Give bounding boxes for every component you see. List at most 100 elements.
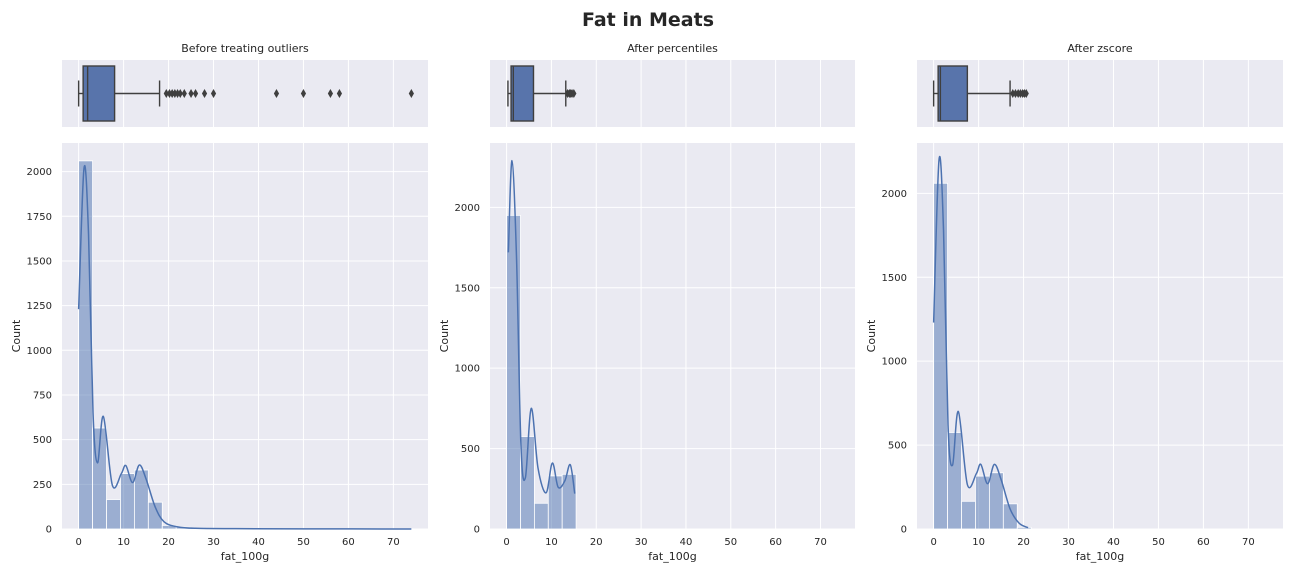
y-tick-label: 500 bbox=[888, 441, 907, 452]
boxplot-box bbox=[937, 65, 969, 122]
x-tick-label: 10 bbox=[545, 537, 558, 548]
x-tick-label: 10 bbox=[972, 537, 985, 548]
panel-title: Before treating outliers bbox=[181, 42, 309, 55]
y-axis-label: Count bbox=[865, 319, 878, 352]
boxplot-outlier bbox=[192, 89, 199, 98]
x-tick-label: 30 bbox=[207, 537, 220, 548]
histogram-bar bbox=[988, 472, 1004, 530]
boxplot-outlier bbox=[571, 89, 577, 98]
histogram-bar bbox=[133, 469, 149, 530]
x-tick-label: 60 bbox=[342, 537, 355, 548]
y-tick-label: 2000 bbox=[455, 203, 480, 214]
x-tick-label: 30 bbox=[1062, 537, 1075, 548]
x-tick-label: 40 bbox=[252, 537, 265, 548]
histogram-background bbox=[62, 143, 428, 529]
histogram-bar bbox=[520, 436, 535, 530]
x-tick-label: 50 bbox=[1152, 537, 1165, 548]
y-tick-label: 1500 bbox=[27, 256, 52, 267]
x-tick-label: 40 bbox=[1107, 537, 1120, 548]
y-tick-label: 2000 bbox=[882, 189, 907, 200]
boxplot-outlier bbox=[177, 89, 183, 98]
histogram-bar bbox=[78, 160, 93, 530]
y-tick-label: 1250 bbox=[27, 301, 52, 312]
boxplot-outlier bbox=[169, 89, 175, 98]
boxplot-box bbox=[510, 65, 535, 122]
boxplot-outlier bbox=[327, 89, 334, 98]
boxplot-outlier bbox=[1010, 89, 1016, 98]
x-tick-label: 30 bbox=[635, 537, 648, 548]
y-tick-label: 250 bbox=[33, 480, 52, 491]
x-tick-label: 70 bbox=[1242, 537, 1255, 548]
histogram-bar bbox=[147, 501, 163, 530]
panel-1: Before treating outliers 0 10 20 30 40 50 60 70 0… bbox=[10, 42, 428, 563]
x-axis-label: fat_100g bbox=[648, 550, 696, 563]
y-tick-label: 1000 bbox=[882, 357, 907, 368]
kde-curve bbox=[507, 159, 576, 494]
x-axis-label: fat_100g bbox=[1076, 550, 1124, 563]
histogram-bar bbox=[947, 432, 962, 530]
boxplot-outlier bbox=[172, 89, 178, 98]
kde-curve bbox=[77, 164, 412, 530]
y-axis-label: Count bbox=[438, 319, 451, 352]
boxplot-outlier bbox=[210, 89, 217, 98]
boxplot-outlier bbox=[181, 89, 187, 98]
y-tick-label: 0 bbox=[901, 525, 907, 536]
x-tick-label: 0 bbox=[75, 537, 81, 548]
boxplot-outlier bbox=[336, 89, 343, 98]
panel-2: After percentiles 0 10 20 30 40 50 60 70 0 500 1000… bbox=[438, 42, 855, 563]
y-axis-label: Count bbox=[10, 319, 23, 352]
boxplot-outlier bbox=[300, 89, 307, 98]
y-tick-label: 1500 bbox=[882, 273, 907, 284]
x-tick-label: 50 bbox=[297, 537, 310, 548]
boxplot-outlier bbox=[174, 89, 181, 98]
x-tick-label: 40 bbox=[680, 537, 693, 548]
histogram-bar bbox=[1016, 526, 1032, 530]
x-tick-label: 50 bbox=[724, 537, 737, 548]
histogram-bar bbox=[1002, 503, 1018, 530]
y-tick-label: 1000 bbox=[455, 364, 480, 375]
boxplot-outlier bbox=[1023, 89, 1029, 98]
panel-3: After zscore 0 10 20 30 40 50 60 70 0 500 1000 1500 2… bbox=[865, 42, 1283, 563]
x-tick-label: 60 bbox=[1197, 537, 1210, 548]
histogram-bar bbox=[106, 499, 121, 530]
panels: Before treating outliers 0 10 20 30 40 50 60 70 0… bbox=[10, 42, 1283, 563]
panel-title: After percentiles bbox=[627, 42, 718, 55]
histogram-background bbox=[917, 143, 1283, 529]
histogram-bar bbox=[561, 473, 577, 530]
boxplot-outlier bbox=[1012, 89, 1019, 98]
x-tick-label: 20 bbox=[1017, 537, 1030, 548]
kde-curve bbox=[932, 155, 1029, 529]
histogram-bar bbox=[533, 502, 549, 530]
x-tick-label: 70 bbox=[814, 537, 827, 548]
figure-title: Fat in Meats bbox=[582, 9, 714, 31]
x-tick-label: 70 bbox=[387, 537, 400, 548]
histogram-bar bbox=[961, 500, 976, 530]
x-tick-label: 0 bbox=[930, 537, 936, 548]
y-tick-label: 0 bbox=[474, 525, 480, 536]
histogram-background bbox=[490, 143, 855, 529]
boxplot-outlier bbox=[201, 89, 208, 98]
boxplot-outlier bbox=[273, 89, 280, 98]
boxplot-box bbox=[82, 65, 116, 122]
y-tick-label: 500 bbox=[33, 435, 52, 446]
x-tick-label: 20 bbox=[162, 537, 175, 548]
panel-title: After zscore bbox=[1067, 42, 1132, 55]
x-tick-label: 10 bbox=[117, 537, 130, 548]
x-tick-label: 60 bbox=[769, 537, 782, 548]
x-tick-label: 0 bbox=[503, 537, 509, 548]
boxplot-outlier bbox=[408, 89, 414, 98]
y-tick-label: 750 bbox=[33, 390, 52, 401]
histogram-bar bbox=[547, 475, 563, 530]
y-tick-label: 1000 bbox=[27, 346, 52, 357]
y-tick-label: 0 bbox=[46, 525, 52, 536]
y-tick-label: 2000 bbox=[27, 167, 52, 178]
x-tick-label: 20 bbox=[590, 537, 603, 548]
boxplot-outlier bbox=[166, 89, 173, 98]
boxplot-outlier bbox=[163, 89, 169, 98]
y-tick-label: 500 bbox=[461, 444, 480, 455]
y-tick-label: 1750 bbox=[27, 212, 52, 223]
x-axis-label: fat_100g bbox=[221, 550, 269, 563]
y-tick-label: 1500 bbox=[455, 283, 480, 294]
boxplot-outlier bbox=[188, 89, 194, 98]
